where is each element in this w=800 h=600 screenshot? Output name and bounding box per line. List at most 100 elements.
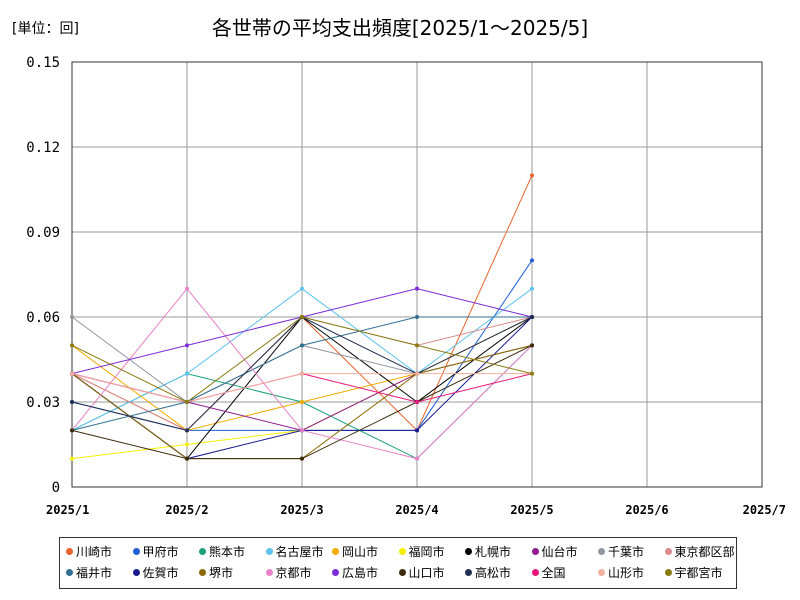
data-point: [185, 400, 189, 404]
legend-item: 甲府市: [132, 543, 179, 560]
unit-label: [単位：回]: [12, 21, 79, 37]
data-point: [185, 343, 189, 348]
legend-label: 京都市: [275, 566, 312, 580]
legend-item: 熊本市: [199, 543, 245, 560]
data-point: [530, 371, 534, 376]
y-tick-label: 0.06: [26, 310, 60, 326]
legend: 川崎市 甲府市 熊本市 名古屋市 岡山市 福岡市 札幌市 仙台市 千葉市 東京都区部福井市 佐賀市 堺…: [59, 537, 737, 589]
data-point: [185, 286, 189, 291]
legend-label: 熊本市: [209, 545, 246, 559]
legend-label: 山形市: [608, 566, 645, 580]
legend-label: 福井市: [76, 566, 113, 580]
legend-marker: [598, 569, 605, 576]
data-point: [300, 371, 304, 376]
legend-marker: [465, 548, 472, 555]
legend-marker: [332, 569, 339, 576]
legend-marker: [132, 548, 140, 555]
x-tick-label: 2025/3: [280, 503, 323, 517]
legend-item: 岡山市: [332, 543, 378, 560]
legend-marker: [664, 569, 672, 576]
legend-marker: [531, 548, 539, 555]
data-point: [530, 258, 534, 263]
legend-label: 名古屋市: [275, 545, 324, 559]
plot-area-border: [71, 61, 763, 488]
data-point: [70, 428, 74, 433]
data-point: [415, 343, 419, 348]
series-20: [70, 315, 534, 404]
legend-marker: [132, 569, 140, 576]
x-tick-label: 2025/1: [46, 503, 89, 517]
legend-item: 名古屋市: [265, 543, 324, 560]
legend-label: 堺市: [209, 566, 234, 580]
legend-label: 千葉市: [608, 545, 645, 559]
data-point: [70, 315, 74, 319]
data-point: [300, 286, 304, 291]
legend-marker: [199, 569, 206, 576]
data-point: [300, 343, 304, 348]
legend-item: 福井市: [66, 564, 112, 581]
legend-item: 高松市: [465, 564, 511, 581]
x-tick-label: 2025/5: [510, 503, 553, 517]
legend-item: 山形市: [598, 564, 644, 581]
data-point: [300, 315, 304, 319]
legend-label: 広島市: [342, 566, 379, 580]
legend-marker: [332, 548, 339, 555]
data-point: [415, 400, 419, 404]
data-point: [530, 173, 534, 178]
legend-label: 札幌市: [475, 545, 512, 559]
legend-label: 東京都区部: [674, 545, 735, 559]
data-point: [530, 343, 534, 348]
x-tick-label: 2025/7: [743, 503, 786, 517]
data-point: [530, 286, 534, 291]
x-axis-ticks: 2025/1 2025/2 2025/3 2025/4 2025/5 2025/6 2025…: [46, 503, 786, 517]
legend-label: 岡山市: [342, 545, 379, 559]
legend-label: 佐賀市: [142, 566, 179, 580]
legend-item: 川崎市: [66, 543, 112, 560]
legend-item: 千葉市: [598, 543, 644, 560]
x-tick-label: 2025/6: [625, 503, 668, 517]
legend-marker: [265, 569, 273, 576]
data-point: [185, 456, 189, 461]
legend-marker: [598, 548, 605, 555]
legend-item: 山口市: [398, 564, 445, 581]
legend-marker: [465, 569, 472, 576]
data-point: [415, 456, 419, 461]
data-point: [70, 371, 74, 376]
legend-item: 東京都区部: [664, 543, 735, 560]
legend-item: 広島市: [332, 564, 378, 581]
legend-label: 山口市: [408, 566, 445, 580]
data-point: [185, 371, 189, 376]
y-axis-ticks: 0 0.03 0.06 0.09 0.12 0.15: [26, 55, 60, 496]
data-point: [300, 456, 304, 461]
data-point: [530, 315, 534, 319]
legend-marker: [265, 548, 273, 555]
legend-item: 仙台市: [531, 543, 578, 560]
y-tick-label: 0.15: [26, 55, 60, 71]
data-point: [415, 428, 419, 433]
legend-marker: [398, 569, 406, 576]
legend-item: 堺市: [199, 564, 233, 581]
data-point: [70, 343, 74, 348]
legend-item: 全国: [531, 564, 566, 581]
x-tick-label: 2025/2: [165, 503, 208, 517]
legend-item: 福岡市: [398, 543, 445, 560]
legend-item: 佐賀市: [132, 564, 179, 581]
legend-item: 札幌市: [465, 543, 511, 560]
data-point: [185, 428, 189, 433]
legend-label: 高松市: [475, 566, 512, 580]
data-point: [415, 371, 419, 376]
data-point: [300, 428, 304, 433]
grid-lines: [71, 61, 763, 488]
x-tick-label: 2025/4: [395, 503, 438, 517]
data-point: [70, 400, 74, 404]
legend-item: 京都市: [265, 564, 312, 581]
chart-title: 各世帯の平均支出頻度[2025/1～2025/5]: [211, 16, 589, 40]
data-point: [415, 286, 419, 291]
legend-marker: [531, 569, 539, 576]
legend-label: 仙台市: [541, 545, 578, 559]
data-point: [185, 442, 189, 447]
legend-marker: [664, 548, 672, 555]
legend-label: 全国: [541, 566, 566, 580]
data-point: [300, 400, 304, 404]
